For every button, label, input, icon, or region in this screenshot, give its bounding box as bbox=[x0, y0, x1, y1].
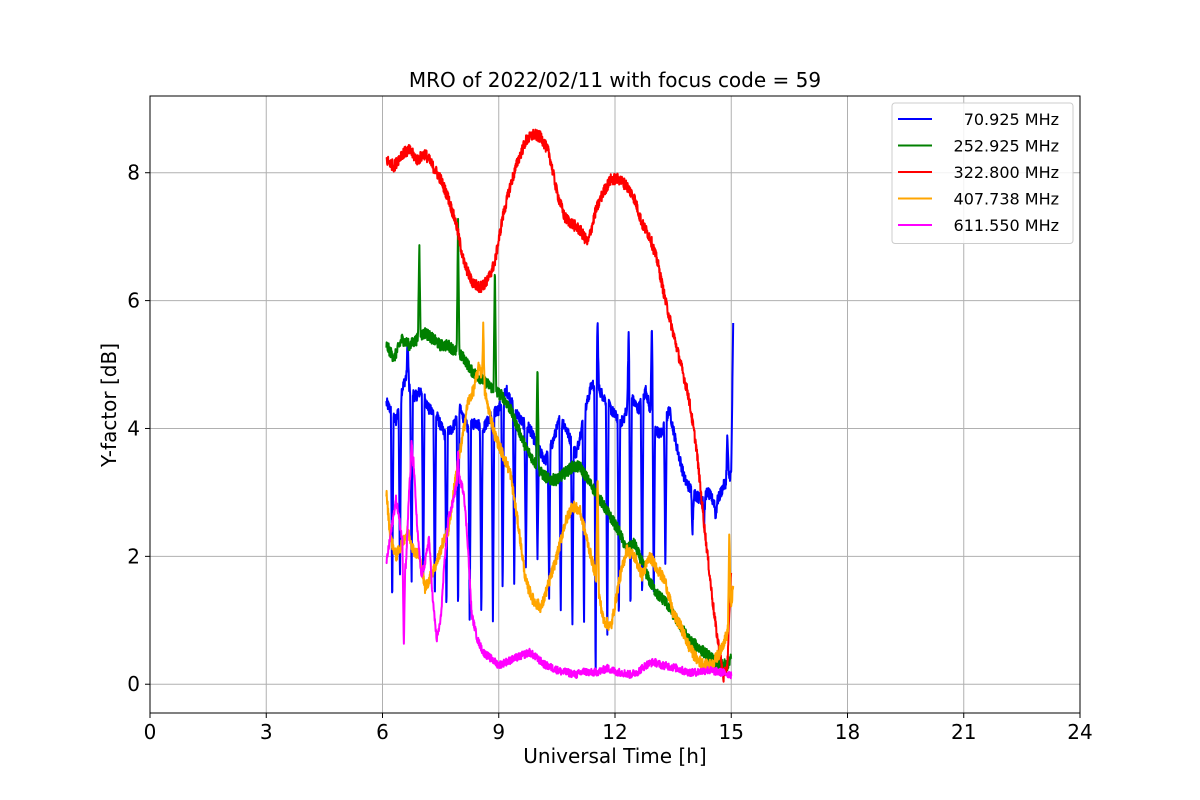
x-tick-label: 9 bbox=[492, 720, 505, 744]
x-tick-label: 12 bbox=[602, 720, 627, 744]
legend-box bbox=[891, 102, 1074, 244]
x-tick-label: 0 bbox=[144, 720, 157, 744]
series-line bbox=[385, 128, 733, 683]
x-tick-label: 3 bbox=[260, 720, 273, 744]
y-tick-label: 4 bbox=[127, 416, 140, 440]
y-tick-label: 8 bbox=[127, 161, 140, 185]
series-line bbox=[385, 322, 735, 673]
x-axis-label: Universal Time [h] bbox=[523, 744, 706, 768]
chart-title: MRO of 2022/02/11 with focus code = 59 bbox=[409, 68, 821, 92]
x-tick-label: 18 bbox=[835, 720, 860, 744]
legend-label: 407.738 MHz bbox=[954, 190, 1059, 209]
x-tick-label: 24 bbox=[1067, 720, 1092, 744]
series-line bbox=[385, 321, 735, 672]
x-tick-label: 21 bbox=[951, 720, 976, 744]
legend-label: 70.925 MHz bbox=[964, 110, 1059, 129]
y-tick-label: 0 bbox=[127, 672, 140, 696]
legend-label: 252.925 MHz bbox=[954, 137, 1059, 156]
series-line bbox=[385, 439, 733, 680]
x-tick-label: 6 bbox=[376, 720, 389, 744]
legend: 70.925 MHz 252.925 MHz 322.800 MHz 407.738 … bbox=[891, 102, 1074, 244]
y-tick-label: 6 bbox=[127, 289, 140, 313]
x-tick-label: 15 bbox=[719, 720, 744, 744]
legend-label: 611.550 MHz bbox=[954, 216, 1059, 235]
y-axis-label: Y-factor [dB] bbox=[97, 343, 121, 468]
legend-label: 322.800 MHz bbox=[954, 163, 1059, 182]
plot-area bbox=[385, 128, 735, 683]
y-tick-label: 2 bbox=[127, 544, 140, 568]
